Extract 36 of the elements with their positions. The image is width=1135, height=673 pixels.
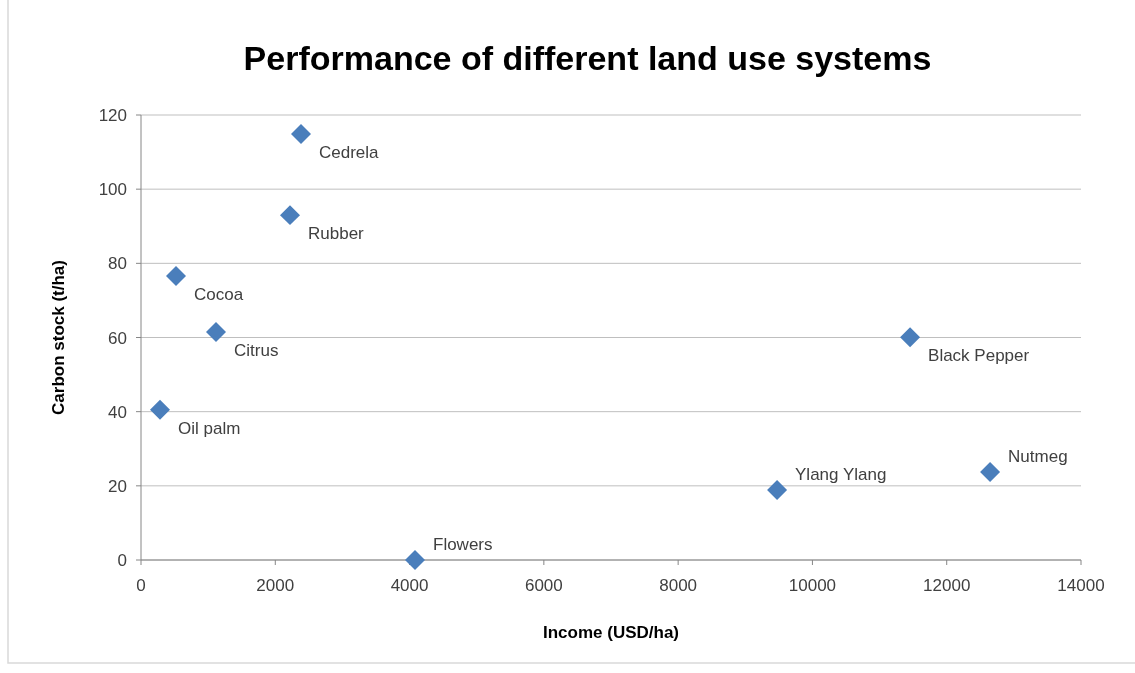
x-tick-label: 8000	[659, 576, 698, 595]
point	[900, 327, 921, 348]
x-tick-label: 14000	[1057, 576, 1105, 595]
annotation: Ylang Ylang	[795, 464, 887, 484]
y-tick-label: 100	[98, 180, 127, 200]
annotation: Cocoa	[193, 284, 244, 304]
x-tick-label: 2000	[256, 576, 295, 595]
annotation: Cedrela	[319, 142, 380, 162]
point	[767, 479, 788, 500]
point	[206, 321, 226, 342]
point	[150, 399, 170, 420]
point	[291, 123, 311, 144]
annotation: Citrus	[234, 340, 279, 360]
y-axis-title: Carbon stock (t/ha)	[49, 260, 68, 415]
x-tick-label: 12000	[923, 576, 971, 595]
point	[165, 265, 186, 286]
annotation: Rubber	[307, 224, 365, 244]
x-tick-label: 10000	[788, 576, 837, 595]
x-tick-label: 0	[136, 576, 146, 595]
point	[279, 205, 300, 226]
chart-title: Performance of different land use systems	[243, 39, 932, 77]
y-tick-label: 120	[98, 106, 127, 125]
annotation: Flowers	[433, 535, 493, 554]
y-tick-label: 80	[108, 254, 127, 274]
annotation: Oil palm	[178, 418, 241, 438]
point	[980, 462, 1001, 483]
y-tick-label: 20	[108, 476, 127, 496]
y-tick-label: 0	[117, 551, 127, 570]
x-tick-label: 6000	[524, 576, 563, 595]
annotation: Black Pepper	[928, 346, 1030, 366]
x-axis-title: Income (USD/ha)	[542, 623, 680, 642]
point	[405, 550, 426, 570]
y-tick-label: 40	[108, 402, 127, 422]
y-tick-label: 60	[108, 328, 127, 348]
x-tick-label: 4000	[390, 576, 429, 595]
annotation: Nutmeg	[1008, 447, 1068, 467]
